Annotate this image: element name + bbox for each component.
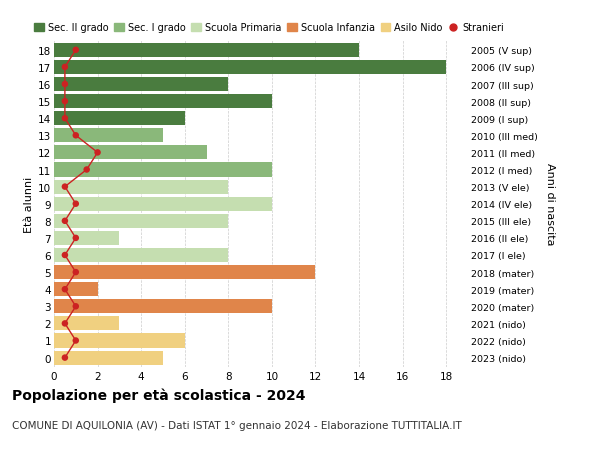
Bar [54,248,229,263]
Bar [54,61,446,75]
Text: COMUNE DI AQUILONIA (AV) - Dati ISTAT 1° gennaio 2024 - Elaborazione TUTTITALIA.: COMUNE DI AQUILONIA (AV) - Dati ISTAT 1°… [12,420,462,430]
Point [60,115,70,123]
Bar [54,317,119,330]
Point [60,81,70,89]
Point [71,269,80,276]
Point [60,252,70,259]
Point [60,286,70,293]
Point [93,149,103,157]
Y-axis label: Età alunni: Età alunni [24,176,34,232]
Legend: Sec. II grado, Sec. I grado, Scuola Primaria, Scuola Infanzia, Asilo Nido, Stran: Sec. II grado, Sec. I grado, Scuola Prim… [34,23,504,33]
Bar [54,351,163,365]
Point [60,320,70,327]
Point [71,201,80,208]
Point [60,184,70,191]
Point [60,64,70,72]
Bar [54,283,98,297]
Point [71,337,80,344]
Y-axis label: Anni di nascita: Anni di nascita [545,163,554,246]
Point [71,132,80,140]
Bar [54,265,316,280]
Bar [54,180,229,194]
Bar [54,146,206,160]
Bar [54,78,229,92]
Bar [54,197,272,211]
Point [60,354,70,362]
Bar [54,214,229,228]
Text: Popolazione per età scolastica - 2024: Popolazione per età scolastica - 2024 [12,388,305,403]
Point [60,98,70,106]
Point [71,303,80,310]
Bar [54,112,185,126]
Bar [54,231,119,246]
Point [71,235,80,242]
Bar [54,334,185,348]
Bar [54,95,272,109]
Bar [54,300,272,313]
Point [82,167,91,174]
Bar [54,163,272,177]
Point [60,218,70,225]
Bar [54,129,163,143]
Bar [54,44,359,58]
Point [71,47,80,54]
